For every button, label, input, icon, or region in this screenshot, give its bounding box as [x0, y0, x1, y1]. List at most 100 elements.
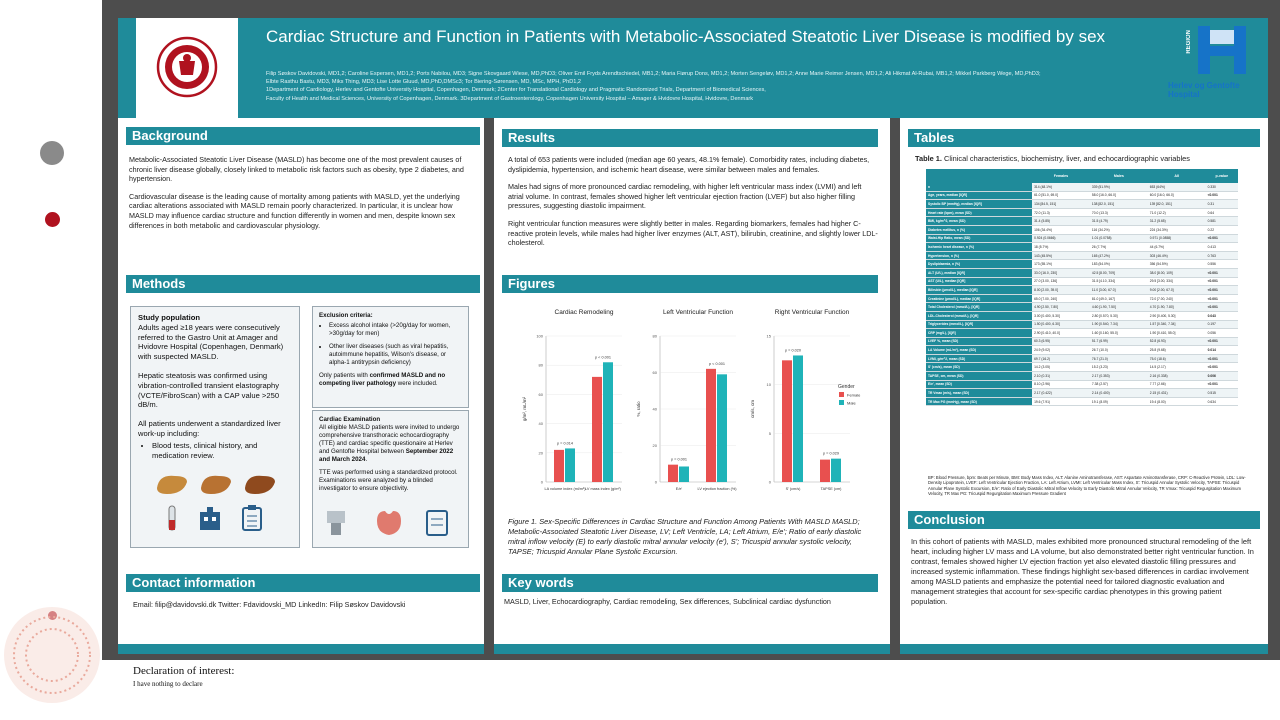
chart-title: Cardiac Remodeling [555, 309, 614, 316]
table-caption-text: Clinical characteristics, biochemistry, … [941, 154, 1190, 163]
table-cell: 3.00 [0.400, 5.30] [1032, 311, 1090, 321]
table-cell: 26.7 (10.0) [1089, 345, 1148, 355]
table-cell: 4.90 [2.50, 7.80] [1032, 302, 1090, 312]
table-cell: 31.5 (4.79) [1089, 216, 1148, 226]
table-cell: 2.17 (0.422) [1032, 388, 1090, 398]
table-cell: 653 (64%) [1147, 183, 1206, 192]
liver-icon [157, 475, 275, 494]
exclusion-item: Excess alcohol intake (>20g/day for wome… [329, 322, 462, 338]
slide-left-margin [0, 0, 102, 720]
table-cell: 2.16 (0.338) [1147, 371, 1206, 381]
authors-line-2: Elbte Rasthu Bastu, MD3, Miks Thing, MD3… [266, 79, 582, 86]
table-cell: 31.4 (5.85) [1032, 216, 1090, 226]
table-cell: 0.971 (0.0858) [1147, 234, 1206, 244]
table-cell: 38.0 [8.00, 109] [1147, 268, 1206, 278]
table-row-label: TR Vmax (m/s), mean (SD) [926, 388, 1033, 398]
table-row-label: Creatinine (µmol/L), median [IQR] [926, 294, 1033, 304]
table-row-label: LVMI, g/m^2, mean (SD) [926, 354, 1033, 364]
table-row: n 314 (48.1%) 339 (51.9%) 653 (64%) 0.330 [926, 183, 1238, 192]
table-cell: 303 (46.4%) [1147, 251, 1206, 261]
right-column: Tables Table 1. Clinical characteristics… [900, 118, 1268, 654]
chart-legend-label: Male [847, 401, 856, 406]
cardiac-text-part: . [365, 455, 368, 463]
table-cell: <0.001 [1205, 191, 1238, 201]
table-column-header [926, 169, 1033, 183]
region-word: REGION [1186, 30, 1192, 54]
table-cell: 0.924 (0.0666) [1032, 234, 1090, 244]
exclusion-criteria-box: Exclusion criteria: Excess alcohol intak… [312, 306, 469, 408]
chart-bar-male [793, 355, 803, 482]
figures-heading: Figures [502, 275, 878, 293]
table-caption: Table 1. Clinical characteristics, bioch… [915, 154, 1255, 164]
table-row: CRP (mg/L), [IQR] 2.90 [0.410, 40.0] 1.60 … [926, 328, 1238, 338]
table-cell: 139 [82.0, 151] [1147, 199, 1206, 209]
table-cell: 4.70 [1.90, 7.80] [1147, 302, 1206, 312]
table-row: LVMI, g/m^2, mean (SD) 69.7 (16.2) 76.7 (2… [926, 354, 1238, 364]
declaration-heading: Declaration of interest: [133, 665, 235, 677]
table-cell: 0.014 [1205, 345, 1238, 355]
table-cell: 106 (34.4%) [1032, 225, 1090, 235]
table-row: TAPSE, cm, mean (SD) 2.10 (0.31) 2.17 (0.3… [926, 371, 1238, 381]
table-1: Females Males All p-value n 314 (48.1%) 339 (… [926, 169, 1238, 407]
table-cell: 70.0 (13.3) [1089, 208, 1148, 218]
table-cell: 51.7 (6.99) [1089, 337, 1148, 347]
table-cell: 76.7 (21.0) [1089, 354, 1148, 364]
keywords-heading: Key words [502, 574, 878, 592]
table-cell: 2.90 [0.400, 5.30] [1147, 311, 1206, 321]
table-footnote: BP: Blood Pressure, bpm: Beats per Minut… [928, 475, 1246, 497]
hospital-name-line: Herlev og Gentofte [1168, 81, 1240, 90]
cardiac-label: Cardiac Examination [319, 416, 381, 423]
table-cell: 1.57 [0.340, 7.34] [1147, 320, 1206, 330]
table-row-label: Waist-Hip Ratio, mean (SD) [926, 234, 1033, 244]
poster-title: Cardiac Structure and Function in Patien… [266, 27, 1106, 46]
table-cell: 27.0 [3.00, 136] [1032, 277, 1090, 287]
table-cell: 0.31 [1205, 199, 1238, 209]
table-cell: 0.556 [1205, 259, 1238, 269]
table-row: AST (U/L), median [IQR] 27.0 [3.00, 136] 3… [926, 277, 1238, 287]
table-row-label: CRP (mg/L), [IQR] [926, 328, 1033, 338]
chart-bar-female [820, 459, 830, 482]
table-cell: 18 (5.7%) [1032, 242, 1090, 252]
tte-text: TTE was performed using a standardized p… [319, 469, 458, 493]
table-row: Creatinine (µmol/L), median [IQR] 65.0 [7… [926, 294, 1238, 304]
table-row: Dyslipidaemia, n (%) 173 (55.1%) 183 (54.0… [926, 259, 1238, 269]
cardiac-dates: September 2022 and March 2024 [319, 447, 454, 463]
table-cell: 138 [82.0, 151] [1089, 199, 1148, 209]
table-cell: 339 (51.9%) [1089, 183, 1148, 192]
table-cell: 1.90 [0.540, 7.34] [1089, 320, 1148, 330]
table-cell: 116 (34.2%) [1089, 225, 1148, 235]
table-cell: <0.001 [1205, 277, 1238, 287]
table-row: Diabetes mellitus, n (%) 106 (34.4%) 116 (… [926, 225, 1238, 235]
table-cell: 72.0 (11.3) [1032, 208, 1090, 218]
table-row: TR Max PG (mmHg), mean (SD) 19.6 (7.91) 19… [926, 397, 1238, 407]
table-cell: 71.0 (12.2) [1147, 208, 1206, 218]
table-cell: 0.581 [1205, 216, 1238, 226]
table-row-label: Total Cholesterol (mmol/L), [IQR] [926, 302, 1033, 312]
hospital-name-line: Hospital [1168, 90, 1200, 99]
chart-category-label: S' (cm/s) [786, 487, 802, 491]
chart-p-value: p < 0.001 [595, 355, 611, 359]
chart-tick-label: 0 [655, 480, 658, 485]
table-cell: 60.0 [16.0, 66.0] [1147, 191, 1206, 201]
exclusion-note: Only patients with confirmed MASLD and n… [319, 372, 462, 388]
table-caption-label: Table 1. [915, 154, 942, 163]
chart-category-label: LV ejection fraction (%) [698, 487, 738, 491]
table-cell: 31.5 [4.10, 334] [1089, 277, 1148, 287]
table-cell: <0.001 [1205, 294, 1238, 304]
chart-bar-male [831, 458, 841, 482]
table-cell: 0.22 [1205, 225, 1238, 235]
declaration-text: I have nothing to declare [133, 680, 203, 688]
exclusion-note-bold: confirmed MASLD and no competing liver p… [319, 372, 446, 388]
table-row: LVEF %, mean (SD) 60.3 (6.95) 51.7 (6.99) 5… [926, 337, 1238, 347]
red-dot-decoration [45, 212, 60, 227]
table-cell: 0.634 [1205, 397, 1238, 407]
chart-tick-label: 15 [767, 334, 772, 339]
tables-heading: Tables [908, 129, 1260, 147]
table-cell: 0.056 [1205, 328, 1238, 338]
table-cell: 1.01 (0.0758) [1089, 234, 1148, 244]
dotted-circle-decoration [4, 607, 100, 703]
table-cell: 314 (48.1%) [1032, 183, 1090, 192]
chart-tick-label: 0 [541, 480, 544, 485]
chart-legend-label: Female [847, 393, 861, 398]
